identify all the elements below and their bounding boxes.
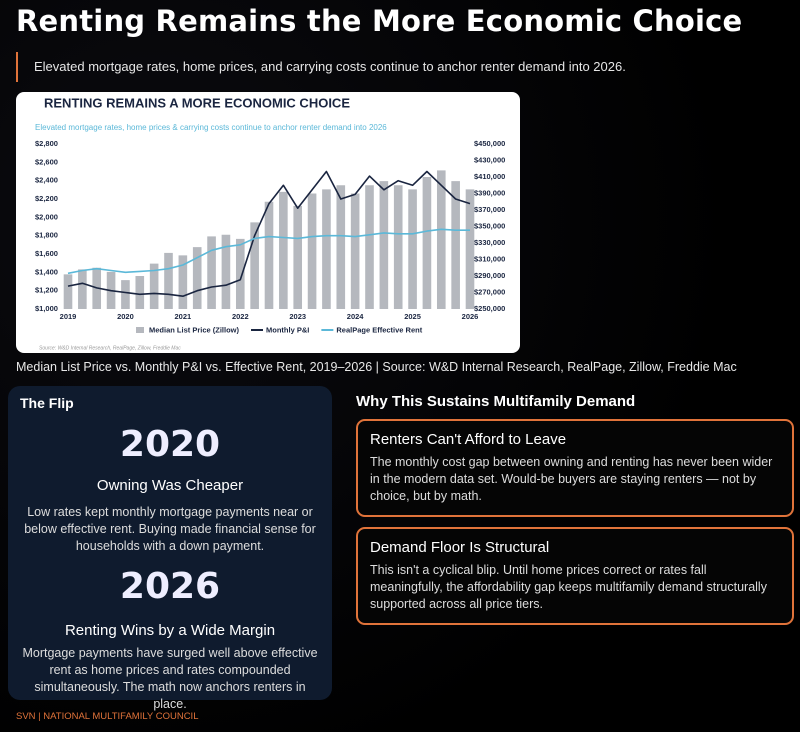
legend-label: RealPage Effective Rent [336,325,422,334]
bar [178,255,188,309]
line [67,228,470,275]
y2-tick-label: $290,000 [474,271,505,280]
y-tick-label: $1,200 [35,286,58,295]
legend-swatch [136,327,144,333]
card-title: Renters Can't Afford to Leave [370,431,567,448]
y-tick-label: $2,000 [35,212,58,221]
bar [336,185,346,309]
body: Low rates kept monthly mortgage payments… [24,505,316,553]
x-tick-label: 2022 [232,312,249,321]
legend-label: Monthly P&I [266,325,309,334]
bar [279,191,288,309]
y2-tick-label: $250,000 [474,304,505,313]
y2-tick-label: $370,000 [474,205,505,214]
chart-title: RENTING REMAINS A MORE ECONOMIC CHOICE [44,95,350,110]
card: Demand Floor Is Structural This isn't a … [356,527,794,625]
x-tick-label: 2019 [60,312,77,321]
bar [149,263,159,309]
y2-tick-label: $410,000 [474,172,505,181]
bar [408,189,417,309]
y-tick-label: $2,200 [35,194,58,203]
y-tick-label: $1,000 [35,304,58,313]
y2-tick-label: $330,000 [474,238,505,247]
bar [365,185,374,309]
heading: Owning Was Cheaper [96,477,244,494]
source: Source: W&D Internal Research, RealPage,… [39,345,181,351]
bar [293,205,303,309]
y2-tick-label: $430,000 [474,155,505,164]
bar [121,280,130,309]
line [67,170,471,297]
bar [465,189,475,309]
year: 2020 [119,424,221,465]
y-tick-label: $1,600 [35,249,58,258]
bar [164,252,173,309]
heading: Renting Wins by a Wide Margin [64,622,276,639]
bar [135,276,145,309]
bar [221,234,231,309]
chart-subtitle: Elevated mortgage rates, home prices & c… [35,123,387,132]
y-tick-label: $1,800 [35,231,58,240]
bar [78,269,87,309]
y2-tick-label: $310,000 [474,254,505,263]
y2-tick-label: $450,000 [474,139,505,148]
x-tick-label: 2025 [404,312,421,321]
footer: SVN | NATIONAL MULTIFAMILY COUNCIL [16,711,199,722]
chart-card: RENTING REMAINS A MORE ECONOMIC CHOICE El… [16,92,520,353]
y-tick-label: $2,800 [35,139,58,148]
y-tick-label: $2,400 [35,176,58,185]
bar [307,193,317,309]
bar [250,222,259,309]
bar [192,247,202,309]
x-tick-label: 2020 [117,312,134,321]
section-title: Why This Sustains Multifamily Demand [356,393,636,410]
y2-tick-label: $390,000 [474,188,505,197]
card-body: This isn't a cyclical blip. Until home p… [370,563,767,611]
legend-label: Median List Price (Zillow) [149,325,240,334]
x-tick-label: 2024 [347,312,365,321]
bar [350,193,360,309]
bar [207,236,216,309]
x-tick-label: 2021 [175,312,192,321]
card-title: Demand Floor Is Structural [370,539,550,556]
bar [264,201,274,309]
x-tick-label: 2023 [289,312,306,321]
y-tick-label: $2,600 [35,157,58,166]
panel-title: The Flip [20,395,74,411]
bar [322,189,331,309]
x-tick-label: 2026 [462,312,479,321]
y2-tick-label: $350,000 [474,221,505,230]
bar [422,177,432,309]
y-tick-label: $1,400 [35,267,58,276]
year: 2026 [119,566,221,607]
bar [436,170,446,309]
card-body: The monthly cost gap between owning and … [370,455,773,503]
bar [451,181,460,309]
caption: Median List Price vs. Monthly P&I vs. Ef… [16,360,737,374]
title: Renting Remains the More Economic Choice [16,4,743,38]
subtitle: Elevated mortgage rates, home prices, an… [16,52,626,82]
card: Renters Can't Afford to Leave The monthl… [356,419,794,517]
bar [393,185,403,309]
bar [235,238,245,309]
bar [63,274,73,309]
bar [379,181,389,309]
body: Mortgage payments have surged well above… [22,646,318,711]
flip-panel: The Flip 2020 Owning Was Cheaper Low rat… [8,386,332,711]
chart: RENTING REMAINS A MORE ECONOMIC CHOICE El… [35,95,505,351]
y2-tick-label: $270,000 [474,287,505,296]
